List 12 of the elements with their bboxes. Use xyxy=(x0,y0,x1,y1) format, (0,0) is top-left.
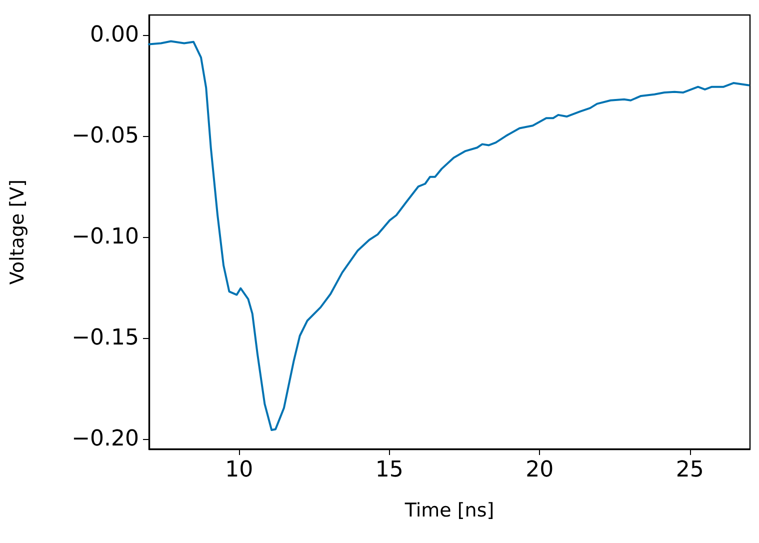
x-tick-label: 15 xyxy=(375,458,404,482)
x-tick-label: 20 xyxy=(526,458,554,482)
y-tick-label: −0.20 xyxy=(72,426,139,452)
y-tick-label: −0.15 xyxy=(72,325,139,350)
y-tick-label: −0.10 xyxy=(72,224,139,250)
y-tick-label: −0.05 xyxy=(72,124,139,149)
x-tick-label: 10 xyxy=(225,458,254,482)
y-tick-label: 0.00 xyxy=(90,22,139,48)
y-axis-title: Voltage [V] xyxy=(6,179,28,285)
x-axis-title: Time [ns] xyxy=(404,500,494,522)
line-series xyxy=(148,40,750,432)
x-tick-label: 25 xyxy=(676,458,704,482)
